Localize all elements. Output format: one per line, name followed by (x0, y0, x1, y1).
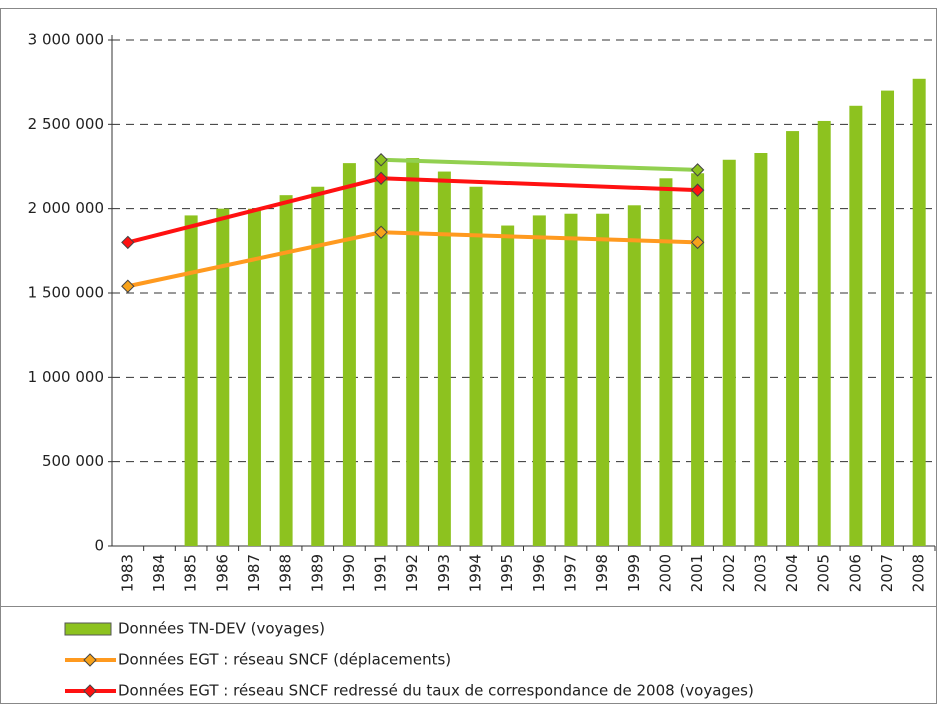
bar (374, 159, 388, 546)
y-tick-label: 500 000 (42, 452, 104, 470)
x-tick-label: 1986 (213, 554, 231, 592)
legend-swatch (64, 622, 112, 636)
x-tick-label: 1985 (182, 554, 200, 592)
x-tick-label: 1995 (498, 554, 516, 592)
bar (469, 186, 483, 547)
marker (121, 235, 135, 250)
x-tick-label: 1983 (118, 554, 136, 592)
legend-marker (83, 653, 97, 667)
x-tick-label: 2000 (656, 554, 674, 592)
bar (881, 90, 895, 546)
bar (437, 171, 451, 546)
y-tick-label: 1 500 000 (28, 284, 104, 302)
bar (596, 213, 610, 546)
x-tick-label: 2003 (751, 554, 769, 592)
marker (374, 153, 388, 167)
y-tick-label: 2 000 000 (28, 199, 104, 217)
x-tick-label: 1991 (372, 554, 390, 592)
marker (374, 171, 388, 186)
y-tick-label: 3 000 000 (28, 31, 104, 49)
x-tick-label: 2004 (783, 554, 801, 592)
legend-label: Données EGT : réseau SNCF redressé du ta… (118, 682, 754, 700)
bar (817, 120, 831, 547)
legend-label: Données EGT : réseau SNCF (déplacements) (118, 651, 451, 669)
bar (247, 208, 261, 546)
bar (406, 158, 420, 547)
x-tick-label: 1990 (340, 554, 358, 592)
bar (912, 78, 926, 546)
bar (786, 131, 800, 546)
x-tick-label: 2008 (910, 554, 928, 592)
bar (659, 178, 673, 546)
x-tick-label: 1998 (593, 554, 611, 592)
bar (564, 213, 578, 546)
bar (342, 163, 356, 547)
x-tick-label: 1987 (245, 554, 263, 592)
marker (121, 279, 135, 293)
x-tick-label: 2005 (815, 554, 833, 592)
x-tick-label: 1994 (467, 554, 485, 592)
y-tick-label: 0 (94, 537, 104, 555)
x-tick-label: 1989 (308, 554, 326, 592)
x-tick-label: 1999 (625, 554, 643, 592)
marker (690, 163, 705, 177)
bar (501, 225, 515, 547)
bar (754, 153, 768, 547)
x-tick-label: 1996 (530, 554, 548, 592)
bar (532, 215, 546, 546)
bar (311, 186, 325, 547)
x-tick-label: 2001 (688, 554, 706, 592)
y-tick-label: 2 500 000 (28, 115, 104, 133)
x-tick-label: 1997 (561, 554, 579, 592)
line (380, 157, 698, 172)
x-tick-label: 2007 (878, 554, 896, 592)
bar (627, 205, 641, 546)
bar (691, 173, 705, 546)
marker (690, 235, 705, 250)
x-tick-label: 1992 (403, 554, 421, 592)
legend-label: Données TN-DEV (voyages) (118, 620, 325, 638)
x-tick-label: 1988 (277, 554, 295, 592)
legend-marker (83, 684, 97, 698)
marker (374, 225, 388, 239)
bar (849, 105, 863, 546)
bar (184, 215, 198, 546)
bar (216, 208, 230, 546)
x-tick-label: 2002 (720, 554, 738, 592)
x-tick-label: 1984 (150, 554, 168, 592)
bar (279, 195, 293, 546)
marker (690, 183, 705, 197)
y-tick-label: 1 000 000 (28, 368, 104, 386)
x-tick-label: 1993 (435, 554, 453, 592)
bar (722, 159, 736, 546)
x-tick-label: 2006 (846, 554, 864, 592)
